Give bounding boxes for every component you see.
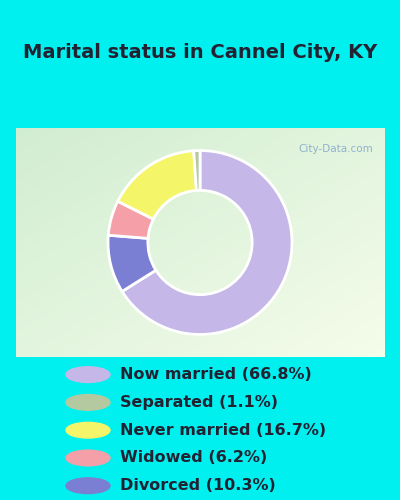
Wedge shape (108, 235, 156, 292)
Text: Never married (16.7%): Never married (16.7%) (120, 422, 326, 438)
Circle shape (66, 450, 110, 466)
Circle shape (66, 478, 110, 494)
Text: Divorced (10.3%): Divorced (10.3%) (120, 478, 276, 493)
Wedge shape (118, 150, 196, 219)
Circle shape (66, 394, 110, 410)
Wedge shape (108, 202, 153, 238)
Wedge shape (122, 150, 292, 334)
Text: Separated (1.1%): Separated (1.1%) (120, 395, 278, 410)
Text: City-Data.com: City-Data.com (298, 144, 373, 154)
Circle shape (66, 367, 110, 382)
Text: Marital status in Cannel City, KY: Marital status in Cannel City, KY (23, 43, 377, 62)
Wedge shape (194, 150, 200, 190)
Text: Now married (66.8%): Now married (66.8%) (120, 367, 312, 382)
Text: Widowed (6.2%): Widowed (6.2%) (120, 450, 267, 466)
Circle shape (66, 422, 110, 438)
